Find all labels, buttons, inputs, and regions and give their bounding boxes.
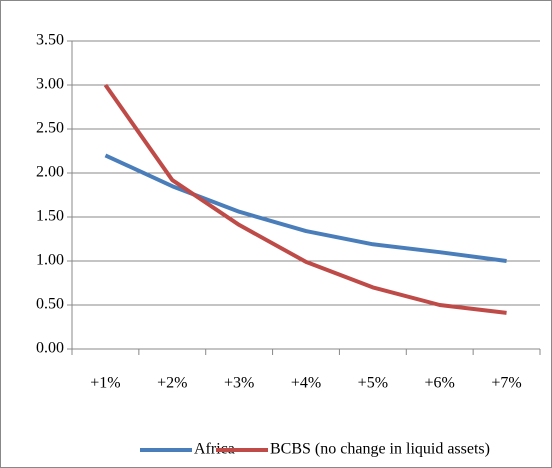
y-tick-label: 2.00 — [36, 164, 64, 181]
x-tick-label: +3% — [224, 375, 254, 392]
y-tick-label: 1.50 — [36, 208, 64, 225]
series-line — [104, 153, 507, 263]
y-tick-label: 1.00 — [36, 252, 64, 269]
y-tick-label: 0.50 — [36, 296, 64, 313]
series-line — [103, 83, 507, 315]
legend-label: Africa — [194, 441, 235, 458]
x-tick-label: +6% — [425, 375, 455, 392]
legend-label: BCBS (no change in liquid assets) — [270, 441, 490, 458]
x-tick-label: +2% — [157, 375, 187, 392]
y-tick-label: 0.00 — [36, 340, 64, 357]
x-tick-label: +4% — [291, 375, 321, 392]
y-tick-label: 3.00 — [36, 76, 64, 93]
y-tick-label: 3.50 — [36, 32, 64, 49]
y-tick-label: 2.50 — [36, 120, 64, 137]
x-tick-label: +1% — [90, 375, 120, 392]
x-tick-label: +5% — [358, 375, 388, 392]
x-tick-label: +7% — [491, 375, 521, 392]
